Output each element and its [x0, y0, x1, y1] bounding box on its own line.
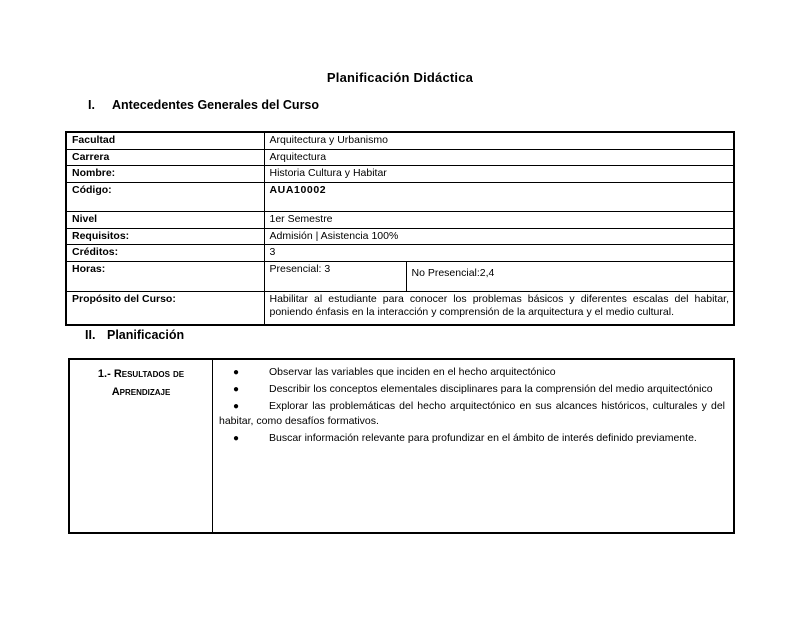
- planning-table: 1.- Resultados de Aprendizaje ● Observar …: [68, 358, 735, 534]
- list-item: ● Observar las variables que inciden en e…: [219, 365, 725, 381]
- row-value: 1er Semestre: [263, 210, 735, 229]
- row-value: Historia Cultura y Habitar: [263, 165, 735, 183]
- table-row: Nombre: Historia Cultura y Habitar: [65, 165, 735, 183]
- row-label: Nivel: [65, 210, 265, 229]
- section-heading-antecedentes: I. Antecedentes Generales del Curso: [88, 98, 319, 112]
- row-value: Admisión | Asistencia 100%: [263, 227, 735, 246]
- table-row: Créditos: 3: [65, 244, 735, 262]
- list-item: ● Explorar las problemáticas del hecho ar…: [219, 399, 725, 430]
- row-value: Arquitectura: [263, 148, 735, 167]
- section-number: II.: [85, 328, 96, 342]
- table-row: Carrera Arquitectura: [65, 148, 735, 167]
- section-heading-label: Antecedentes Generales del Curso: [112, 98, 320, 112]
- table-row: Código: AUA10002: [65, 181, 735, 212]
- learning-outcomes-label: 1.- Resultados de Aprendizaje: [68, 358, 213, 534]
- row-label: Horas:: [65, 260, 265, 292]
- table-row: Nivel 1er Semestre: [65, 210, 735, 229]
- course-purpose: Habilitar al estudiante para conocer los…: [263, 290, 735, 326]
- outcome-text: Observar las variables que inciden en el…: [269, 366, 556, 378]
- list-item: ● Buscar información relevante para profu…: [219, 431, 725, 447]
- outcome-text: Explorar las problemáticas del hecho arq…: [219, 399, 725, 428]
- row-label: Nombre:: [65, 165, 265, 183]
- table-row: Facultad Arquitectura y Urbanismo: [65, 131, 735, 150]
- bullet-icon: ●: [233, 367, 240, 378]
- row-value: 3: [263, 244, 735, 262]
- page-title: Planificación Didáctica: [326, 70, 474, 85]
- list-item: ● Describir los conceptos elementales dis…: [219, 382, 725, 398]
- section-heading-planificacion: II. Planificación: [85, 328, 184, 342]
- row-label: Requisitos:: [65, 227, 265, 246]
- outcome-text: Describir los conceptos elementales disc…: [269, 382, 713, 395]
- hours-no-presencial: No Presencial:2,4: [405, 260, 735, 292]
- row-label: Facultad: [65, 131, 265, 150]
- row-label: Créditos:: [65, 244, 265, 262]
- row-value: Arquitectura y Urbanismo: [263, 131, 735, 150]
- section-number: I.: [88, 98, 95, 112]
- row-label: Código:: [65, 181, 265, 212]
- bullet-icon: ●: [233, 400, 240, 412]
- row-label: Carrera: [65, 148, 265, 167]
- course-info-table: Facultad Arquitectura y Urbanismo Carrer…: [65, 131, 735, 326]
- hours-presencial: Presencial: 3: [263, 260, 407, 292]
- table-row: Horas: Presencial: 3 No Presencial:2,4: [65, 260, 735, 292]
- row-label: Propósito del Curso:: [65, 290, 265, 326]
- bullet-icon: ●: [233, 432, 240, 444]
- outcome-text: Buscar información relevante para profun…: [269, 431, 697, 444]
- table-row: Propósito del Curso: Habilitar al estudi…: [65, 290, 735, 326]
- learning-outcomes-cell: ● Observar las variables que inciden en e…: [212, 358, 735, 534]
- section-heading-label: Planificación: [107, 328, 185, 342]
- course-code: AUA10002: [263, 181, 735, 212]
- bullet-icon: ●: [233, 383, 240, 395]
- table-row: 1.- Resultados de Aprendizaje ● Observar …: [68, 358, 735, 534]
- table-row: Requisitos: Admisión | Asistencia 100%: [65, 227, 735, 246]
